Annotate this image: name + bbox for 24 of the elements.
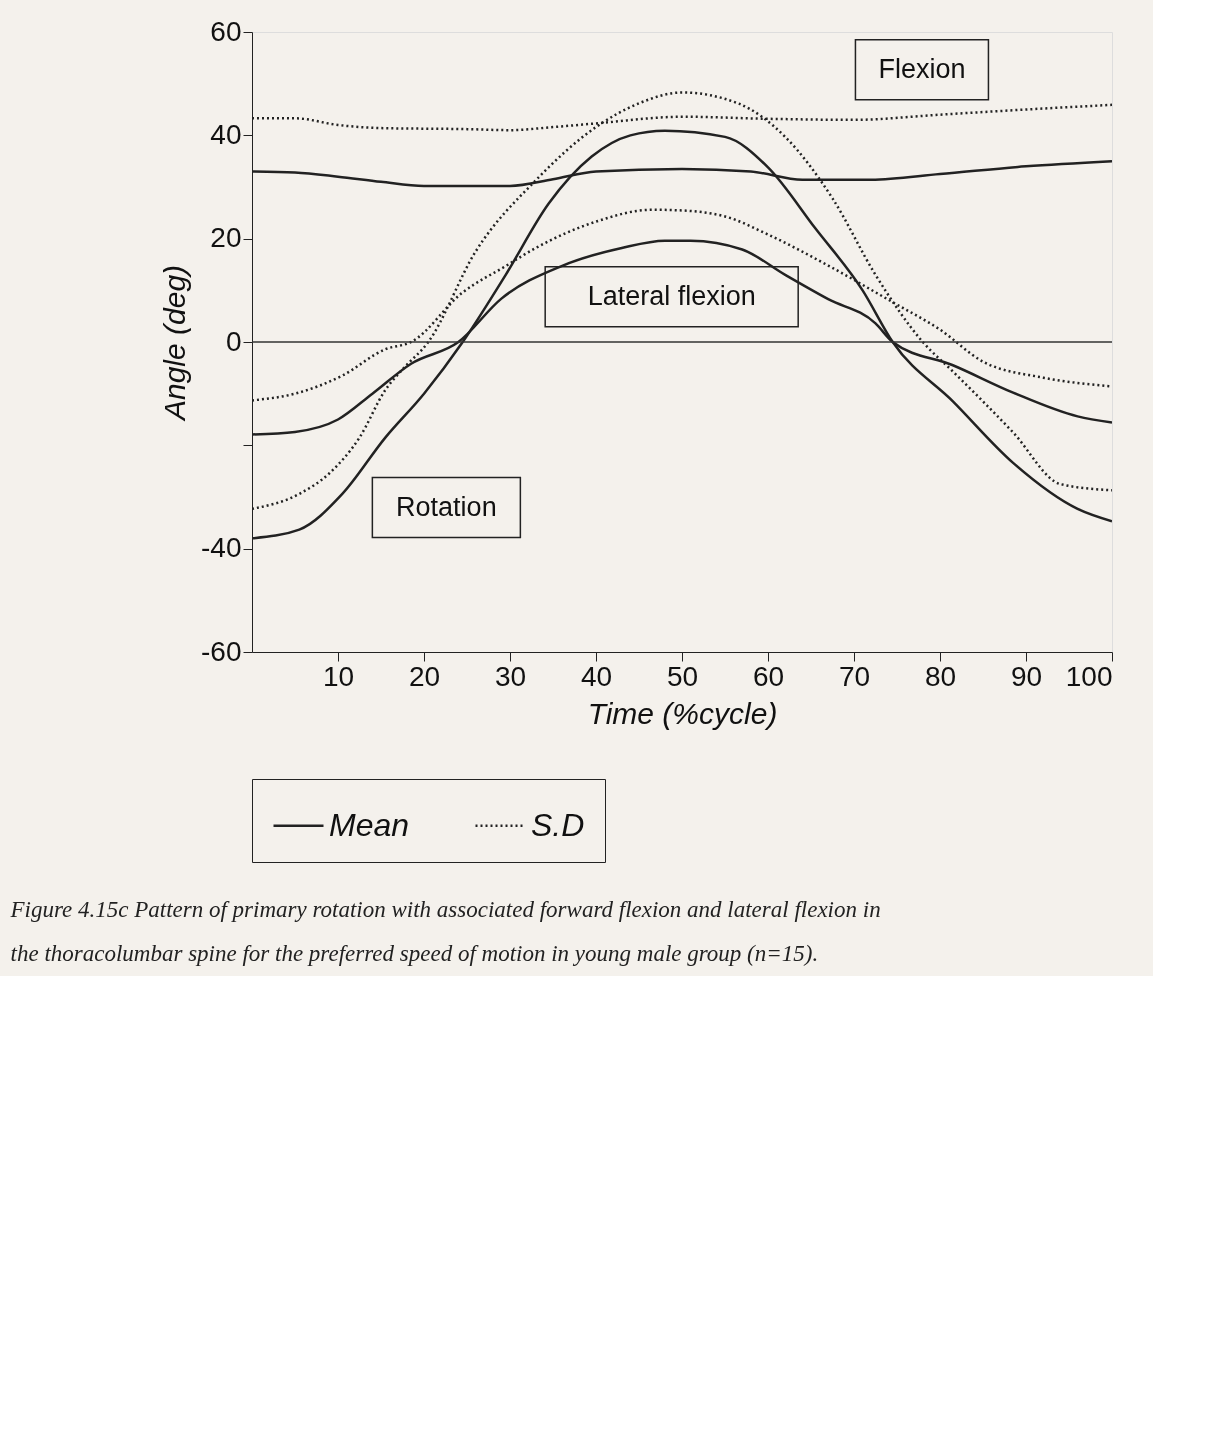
y-tick-label: 20: [210, 222, 242, 254]
x-tick-label: 100: [1065, 660, 1113, 692]
x-tick-label: 80: [924, 660, 957, 692]
y-axis-title: Angle (deg): [158, 264, 192, 423]
y-tick-label: 60: [210, 15, 242, 47]
legend-label: S.D: [531, 806, 585, 843]
annotation: Flexion: [878, 53, 966, 84]
x-tick-label: 30: [494, 660, 527, 692]
y-tick-label: 40: [210, 118, 242, 150]
y-tick-label: -60: [201, 635, 242, 667]
x-axis-title: Time (%cycle): [587, 696, 778, 730]
y-tick-label: -40: [201, 532, 242, 564]
x-tick-label: 90: [1010, 660, 1043, 692]
legend-label: Mean: [329, 806, 410, 843]
x-tick-label: 10: [322, 660, 355, 692]
x-tick-label: 70: [838, 660, 871, 692]
annotation: Lateral flexion: [587, 280, 756, 311]
x-tick-label: 50: [666, 660, 699, 692]
caption: Figure 4.15c Pattern of primary rotation with associated forward flexion and lateral flexion in the thoracolumbar spine for the preferred speed of motion in young male group (n=15).: [9, 896, 881, 966]
x-tick-label: 40: [580, 660, 613, 692]
x-tick-label: 60: [752, 660, 785, 692]
annotation: Rotation: [396, 491, 497, 522]
y-tick-label: 0: [225, 325, 242, 357]
x-tick-label: 20: [408, 660, 441, 692]
